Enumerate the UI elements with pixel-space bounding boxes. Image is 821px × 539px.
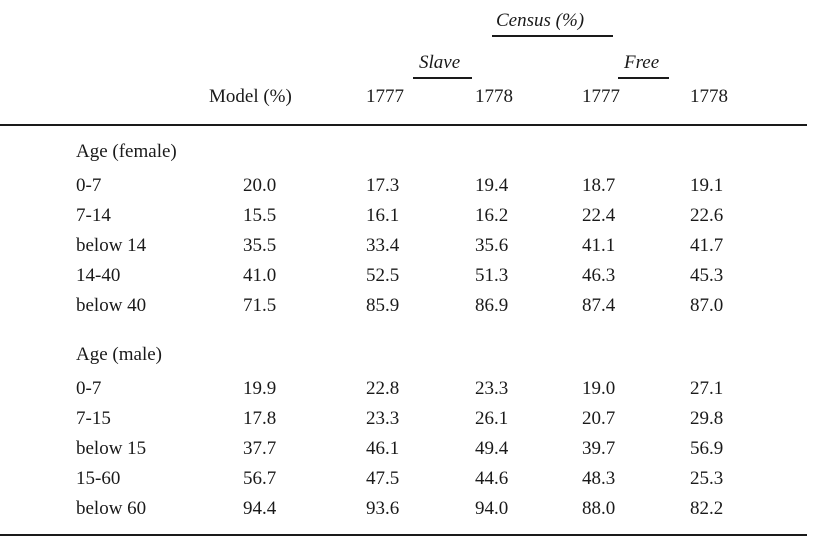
free-heading: Free xyxy=(624,52,660,73)
cell-value: 16.2 xyxy=(475,205,509,226)
cell-value: 56.9 xyxy=(690,438,724,459)
census-underline xyxy=(492,35,613,37)
cell-value: 37.7 xyxy=(243,438,277,459)
year-heading: 1777 xyxy=(366,86,404,107)
cell-value: 93.6 xyxy=(366,498,400,519)
cell-value: 29.8 xyxy=(690,408,724,429)
row-label: 0-7 xyxy=(76,378,102,399)
cell-value: 41.7 xyxy=(690,235,724,256)
cell-value: 46.3 xyxy=(582,265,616,286)
cell-value: 33.4 xyxy=(366,235,400,256)
cell-value: 19.9 xyxy=(243,378,277,399)
cell-value: 88.0 xyxy=(582,498,616,519)
year-heading: 1778 xyxy=(475,86,513,107)
cell-value: 25.3 xyxy=(690,468,724,489)
cell-value: 41.1 xyxy=(582,235,616,256)
cell-value: 94.0 xyxy=(475,498,509,519)
free-underline xyxy=(618,77,669,79)
cell-value: 56.7 xyxy=(243,468,277,489)
cell-value: 86.9 xyxy=(475,295,509,316)
cell-value: 27.1 xyxy=(690,378,724,399)
cell-value: 35.5 xyxy=(243,235,277,256)
cell-value: 26.1 xyxy=(475,408,509,429)
year-heading: 1778 xyxy=(690,86,728,107)
cell-value: 19.0 xyxy=(582,378,616,399)
cell-value: 85.9 xyxy=(366,295,400,316)
row-label: 14-40 xyxy=(76,265,121,286)
cell-value: 20.7 xyxy=(582,408,616,429)
cell-value: 23.3 xyxy=(475,378,509,399)
section-title: Age (female) xyxy=(76,141,177,162)
cell-value: 44.6 xyxy=(475,468,509,489)
row-label: 7-14 xyxy=(76,205,111,226)
cell-value: 71.5 xyxy=(243,295,277,316)
cell-value: 18.7 xyxy=(582,175,616,196)
cell-value: 87.0 xyxy=(690,295,724,316)
model-heading: Model (%) xyxy=(209,86,292,107)
cell-value: 94.4 xyxy=(243,498,277,519)
census-heading: Census (%) xyxy=(496,10,585,31)
cell-value: 17.3 xyxy=(366,175,400,196)
cell-value: 41.0 xyxy=(243,265,277,286)
row-label: below 40 xyxy=(76,295,147,316)
cell-value: 23.3 xyxy=(366,408,400,429)
cell-value: 35.6 xyxy=(475,235,509,256)
cell-value: 20.0 xyxy=(243,175,277,196)
row-label: below 15 xyxy=(76,438,147,459)
bottom-rule xyxy=(0,534,807,536)
header-rule xyxy=(0,124,807,126)
row-label: 7-15 xyxy=(76,408,111,429)
cell-value: 22.8 xyxy=(366,378,400,399)
cell-value: 15.5 xyxy=(243,205,277,226)
cell-value: 17.8 xyxy=(243,408,277,429)
cell-value: 46.1 xyxy=(366,438,400,459)
cell-value: 19.4 xyxy=(475,175,509,196)
cell-value: 39.7 xyxy=(582,438,616,459)
cell-value: 22.4 xyxy=(582,205,616,226)
slave-underline xyxy=(413,77,472,79)
cell-value: 45.3 xyxy=(690,265,724,286)
row-label: 0-7 xyxy=(76,175,102,196)
cell-value: 52.5 xyxy=(366,265,400,286)
slave-heading: Slave xyxy=(419,52,461,73)
row-label: below 60 xyxy=(76,498,147,519)
cell-value: 19.1 xyxy=(690,175,724,196)
cell-value: 51.3 xyxy=(475,265,509,286)
section-title: Age (male) xyxy=(76,344,162,365)
cell-value: 47.5 xyxy=(366,468,400,489)
cell-value: 87.4 xyxy=(582,295,616,316)
row-label: 15-60 xyxy=(76,468,121,489)
cell-value: 48.3 xyxy=(582,468,616,489)
year-heading: 1777 xyxy=(582,86,620,107)
cell-value: 82.2 xyxy=(690,498,724,519)
cell-value: 49.4 xyxy=(475,438,509,459)
cell-value: 22.6 xyxy=(690,205,724,226)
cell-value: 16.1 xyxy=(366,205,400,226)
row-label: below 14 xyxy=(76,235,147,256)
